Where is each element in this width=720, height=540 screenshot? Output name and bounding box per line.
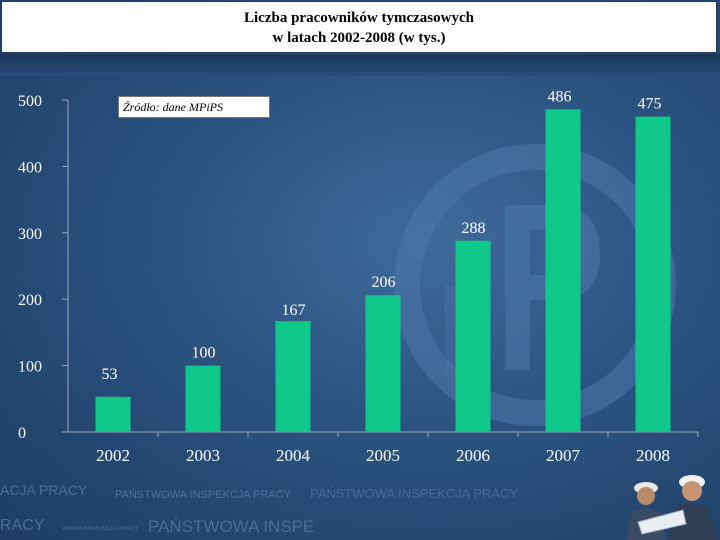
data-label: 288 (462, 220, 486, 237)
data-label: 100 (192, 345, 216, 362)
chart-title-line-2: w latach 2002-2008 (w tys.) (272, 30, 446, 46)
bar (185, 365, 221, 432)
bar (635, 116, 671, 432)
bar (545, 109, 581, 433)
header-band (0, 54, 720, 76)
chart-title-line-1: Liczba pracowników tymczasowych (244, 10, 474, 26)
bar (365, 295, 401, 432)
x-tick-label: 2005 (366, 446, 400, 465)
watermark-text: PAŃSTWOWA INSPE (148, 517, 314, 536)
bar (95, 396, 131, 432)
y-tick-label: 200 (18, 292, 42, 309)
data-label: 475 (638, 96, 662, 113)
watermark-text: WOWA INSPEKCJA PRACY (62, 526, 138, 532)
bars (95, 109, 671, 433)
watermark-text: PAŃSTWOWA INSPEKCJA PRACY (115, 488, 292, 501)
data-label: 206 (372, 274, 396, 291)
footer-watermark: ACJA PRACY PAŃSTWOWA INSPEKCJA PRACY PAŃ… (0, 482, 518, 536)
x-tick-label: 2003 (186, 446, 220, 465)
bar (455, 240, 491, 432)
data-label: 486 (548, 88, 572, 105)
x-tick-label: 2006 (456, 446, 490, 465)
data-label: 53 (102, 366, 118, 383)
x-tick-label: 2002 (96, 446, 130, 465)
bar (275, 321, 311, 432)
x-axis-ticks: 2002 2003 2004 2005 2006 2007 2008 (96, 432, 699, 465)
x-tick-label: 2004 (276, 446, 311, 465)
watermark-text: ACJA PRACY (0, 482, 88, 498)
chart-title-box: Liczba pracowników tymczasowych w latach… (1, 1, 717, 53)
x-tick-label: 2008 (636, 446, 670, 465)
y-tick-label: 500 (18, 93, 42, 110)
data-label: 167 (282, 302, 306, 319)
workers-illustration (626, 475, 718, 540)
y-tick-label: 400 (18, 159, 42, 176)
watermark-text: PAŃSTWOWA INSPEKCJA PRACY (310, 486, 518, 501)
y-tick-label: 0 (18, 425, 26, 442)
data-labels: 53 100 167 206 288 486 475 (102, 88, 662, 383)
watermark-text: RACY (0, 517, 45, 534)
source-note: Źródło: dane MPiPS (118, 96, 270, 118)
y-tick-label: 300 (18, 226, 42, 243)
y-tick-label: 100 (18, 359, 42, 376)
x-tick-label: 2007 (546, 446, 581, 465)
y-axis-ticks: 0 100 200 300 400 500 (18, 93, 68, 442)
